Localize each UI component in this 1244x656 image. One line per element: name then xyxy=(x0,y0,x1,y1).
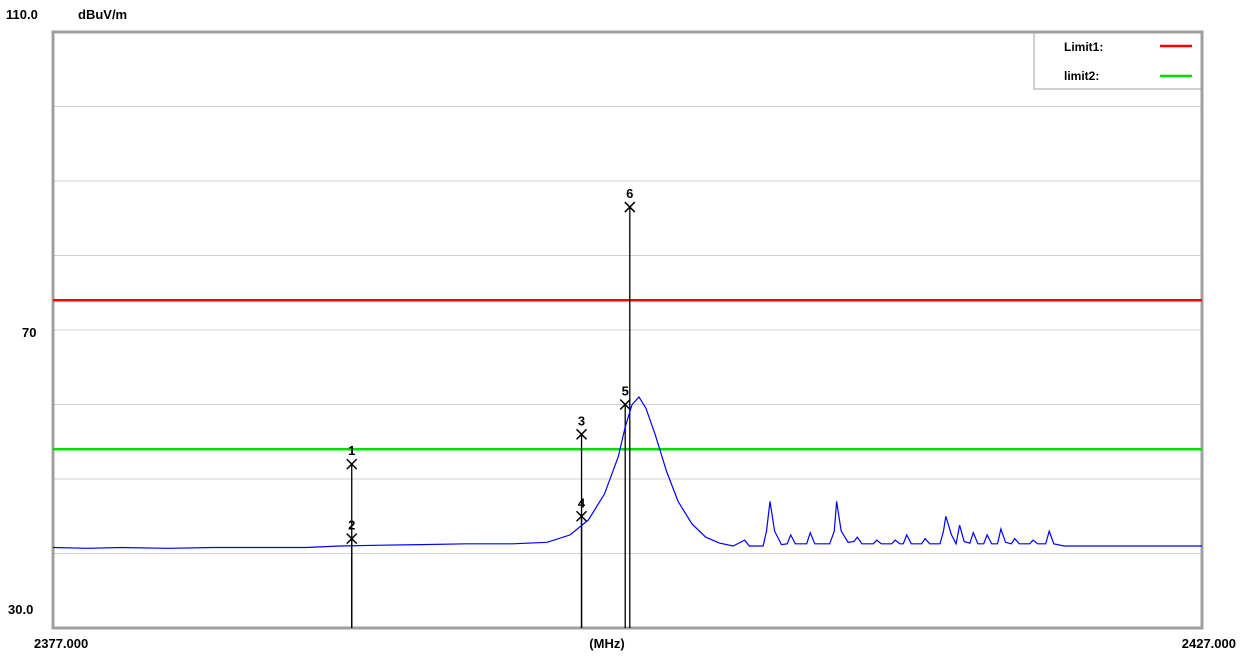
y-tick-bottom: 30.0 xyxy=(8,602,33,617)
marker-x-stroke xyxy=(624,201,636,213)
marker-4 xyxy=(576,510,588,522)
marker-labels: 1 2 3 4 5 6 xyxy=(348,186,633,533)
grid-lines xyxy=(53,106,1202,554)
marker-6 xyxy=(624,201,636,213)
marker-label-5: 5 xyxy=(622,384,629,399)
marker-2 xyxy=(346,533,358,545)
legend-label-limit1: Limit1: xyxy=(1064,40,1103,54)
marker-label-4: 4 xyxy=(578,495,586,510)
spectrum-trace xyxy=(52,396,1202,549)
markers xyxy=(346,201,636,628)
marker-label-2: 2 xyxy=(348,518,355,533)
x-tick-left: 2377.000 xyxy=(34,636,88,651)
marker-3 xyxy=(576,428,588,440)
marker-1 xyxy=(346,458,358,470)
marker-x-stroke xyxy=(576,428,588,440)
marker-label-3: 3 xyxy=(578,413,585,428)
y-tick-top: 110.0 xyxy=(6,7,38,22)
marker-x-stroke xyxy=(619,398,631,411)
x-axis-label: (MHz) xyxy=(589,636,624,651)
y-axis-label: dBuV/m xyxy=(78,7,127,22)
marker-label-1: 1 xyxy=(348,443,355,458)
marker-x-stroke xyxy=(576,510,588,522)
legend-label-limit2: limit2: xyxy=(1064,69,1099,83)
legend: Limit1: limit2: xyxy=(1033,32,1202,90)
marker-x-stroke xyxy=(346,458,358,470)
marker-x-stroke xyxy=(346,533,358,545)
limit-lines xyxy=(53,298,1202,451)
marker-label-6: 6 xyxy=(626,186,633,201)
x-tick-right: 2427.000 xyxy=(1182,636,1236,651)
marker-5 xyxy=(619,398,631,411)
legend-box xyxy=(1033,32,1202,90)
y-tick-mid: 70 xyxy=(22,325,36,340)
plot-frame xyxy=(51,30,1204,630)
